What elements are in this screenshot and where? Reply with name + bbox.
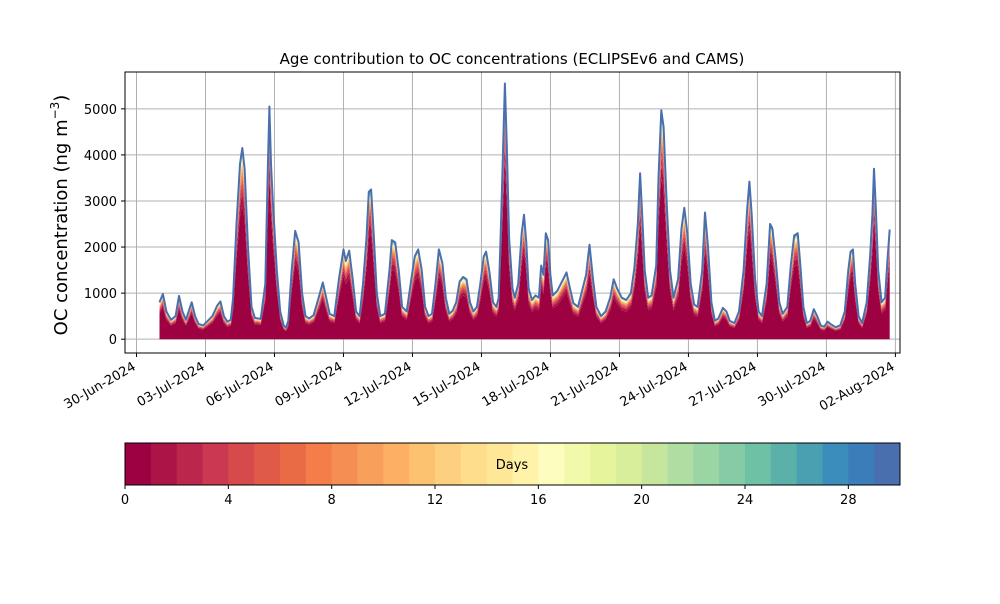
colorbar-frame: [124, 442, 901, 486]
x-axis: 30-Jun-202403-Jul-202406-Jul-202409-Jul-…: [62, 353, 897, 415]
colorbar-swatch: [357, 443, 384, 485]
colorbar-swatch: [770, 443, 798, 485]
colorbar-swatch: [228, 443, 255, 485]
x-tick-label: 03-Jul-2024: [135, 359, 208, 410]
colorbar-swatch: [202, 443, 229, 485]
colorbar-tick-label: 20: [633, 493, 650, 508]
colorbar-swatch: [848, 443, 875, 485]
colorbar-swatch: [435, 443, 462, 485]
colorbar-swatch: [641, 443, 668, 485]
colorbar-swatch: [822, 443, 849, 485]
colorbar-swatch: [383, 443, 410, 485]
colorbar-swatch: [745, 443, 772, 485]
colorbar-swatch: [538, 443, 565, 485]
colorbar-tick-label: 0: [121, 493, 129, 508]
x-tick-label: 30-Jun-2024: [62, 359, 139, 412]
colorbar-swatch: [150, 443, 178, 485]
colorbar-swatch: [590, 443, 617, 485]
age-band-area-0: [159, 160, 890, 340]
colorbar-swatch: [254, 443, 281, 485]
total-oc-line: [158, 82, 891, 329]
colorbar-swatch: [280, 443, 307, 485]
colorbar-tick-label: 4: [224, 493, 232, 508]
y-axis: 0 1000 2000 3000 4000 5000: [84, 103, 125, 348]
x-tick-label: 18-Jul-2024: [480, 359, 553, 410]
colorbar-swatch: [305, 443, 333, 485]
x-tick-label: 27-Jul-2024: [687, 359, 760, 410]
colorbar-swatch: [331, 443, 358, 485]
plot-frame: [124, 71, 901, 354]
colorbar-swatch: [693, 443, 720, 485]
x-tick-label: 12-Jul-2024: [342, 359, 415, 410]
x-tick-label: 09-Jul-2024: [273, 359, 346, 410]
y-axis-label: OC concentration (ng m−3): [48, 95, 72, 336]
colorbar-swatch: [512, 443, 539, 485]
colorbar-swatch: [409, 443, 436, 485]
y-axis-label-close: ): [51, 95, 72, 102]
colorbar-swatch: [667, 443, 694, 485]
colorbar-tick-label: 28: [840, 493, 857, 508]
colorbar-swatch: [486, 443, 513, 485]
chart-title: Age contribution to OC concentrations (E…: [280, 50, 745, 68]
colorbar: 0 4 8 12 16 20 24 28: [121, 442, 901, 508]
colorbar-swatch: [460, 443, 488, 485]
colorbar-swatch: [564, 443, 591, 485]
y-tick-label: 3000: [84, 195, 117, 210]
x-tick-label: 24-Jul-2024: [618, 359, 691, 410]
colorbar-tick-label: 8: [328, 493, 336, 508]
colorbar-swatch: [874, 443, 901, 485]
x-tick-label: 06-Jul-2024: [204, 359, 277, 410]
x-tick-label: 02-Aug-2024: [817, 359, 897, 414]
x-tick-label: 15-Jul-2024: [411, 359, 484, 410]
total-line-group: [158, 82, 891, 329]
colorbar-swatch: [796, 443, 823, 485]
y-tick-label: 0: [109, 333, 117, 348]
colorbar-tick-label: 16: [530, 493, 547, 508]
colorbar-swatch: [719, 443, 746, 485]
colorbar-label: Days: [496, 458, 529, 473]
y-tick-label: 2000: [84, 241, 117, 256]
colorbar-swatch: [125, 443, 152, 485]
y-tick-label: 5000: [84, 103, 117, 118]
colorbar-swatch: [176, 443, 203, 485]
y-axis-label-main: OC concentration (ng m: [51, 119, 72, 335]
colorbar-tick-label: 24: [737, 493, 754, 508]
y-tick-label: 4000: [84, 149, 117, 164]
colorbar-tick-label: 12: [427, 493, 444, 508]
y-tick-label: 1000: [84, 287, 117, 302]
x-tick-label: 21-Jul-2024: [549, 359, 622, 410]
y-axis-label-superscript: −3: [48, 102, 62, 120]
colorbar-swatch: [615, 443, 643, 485]
